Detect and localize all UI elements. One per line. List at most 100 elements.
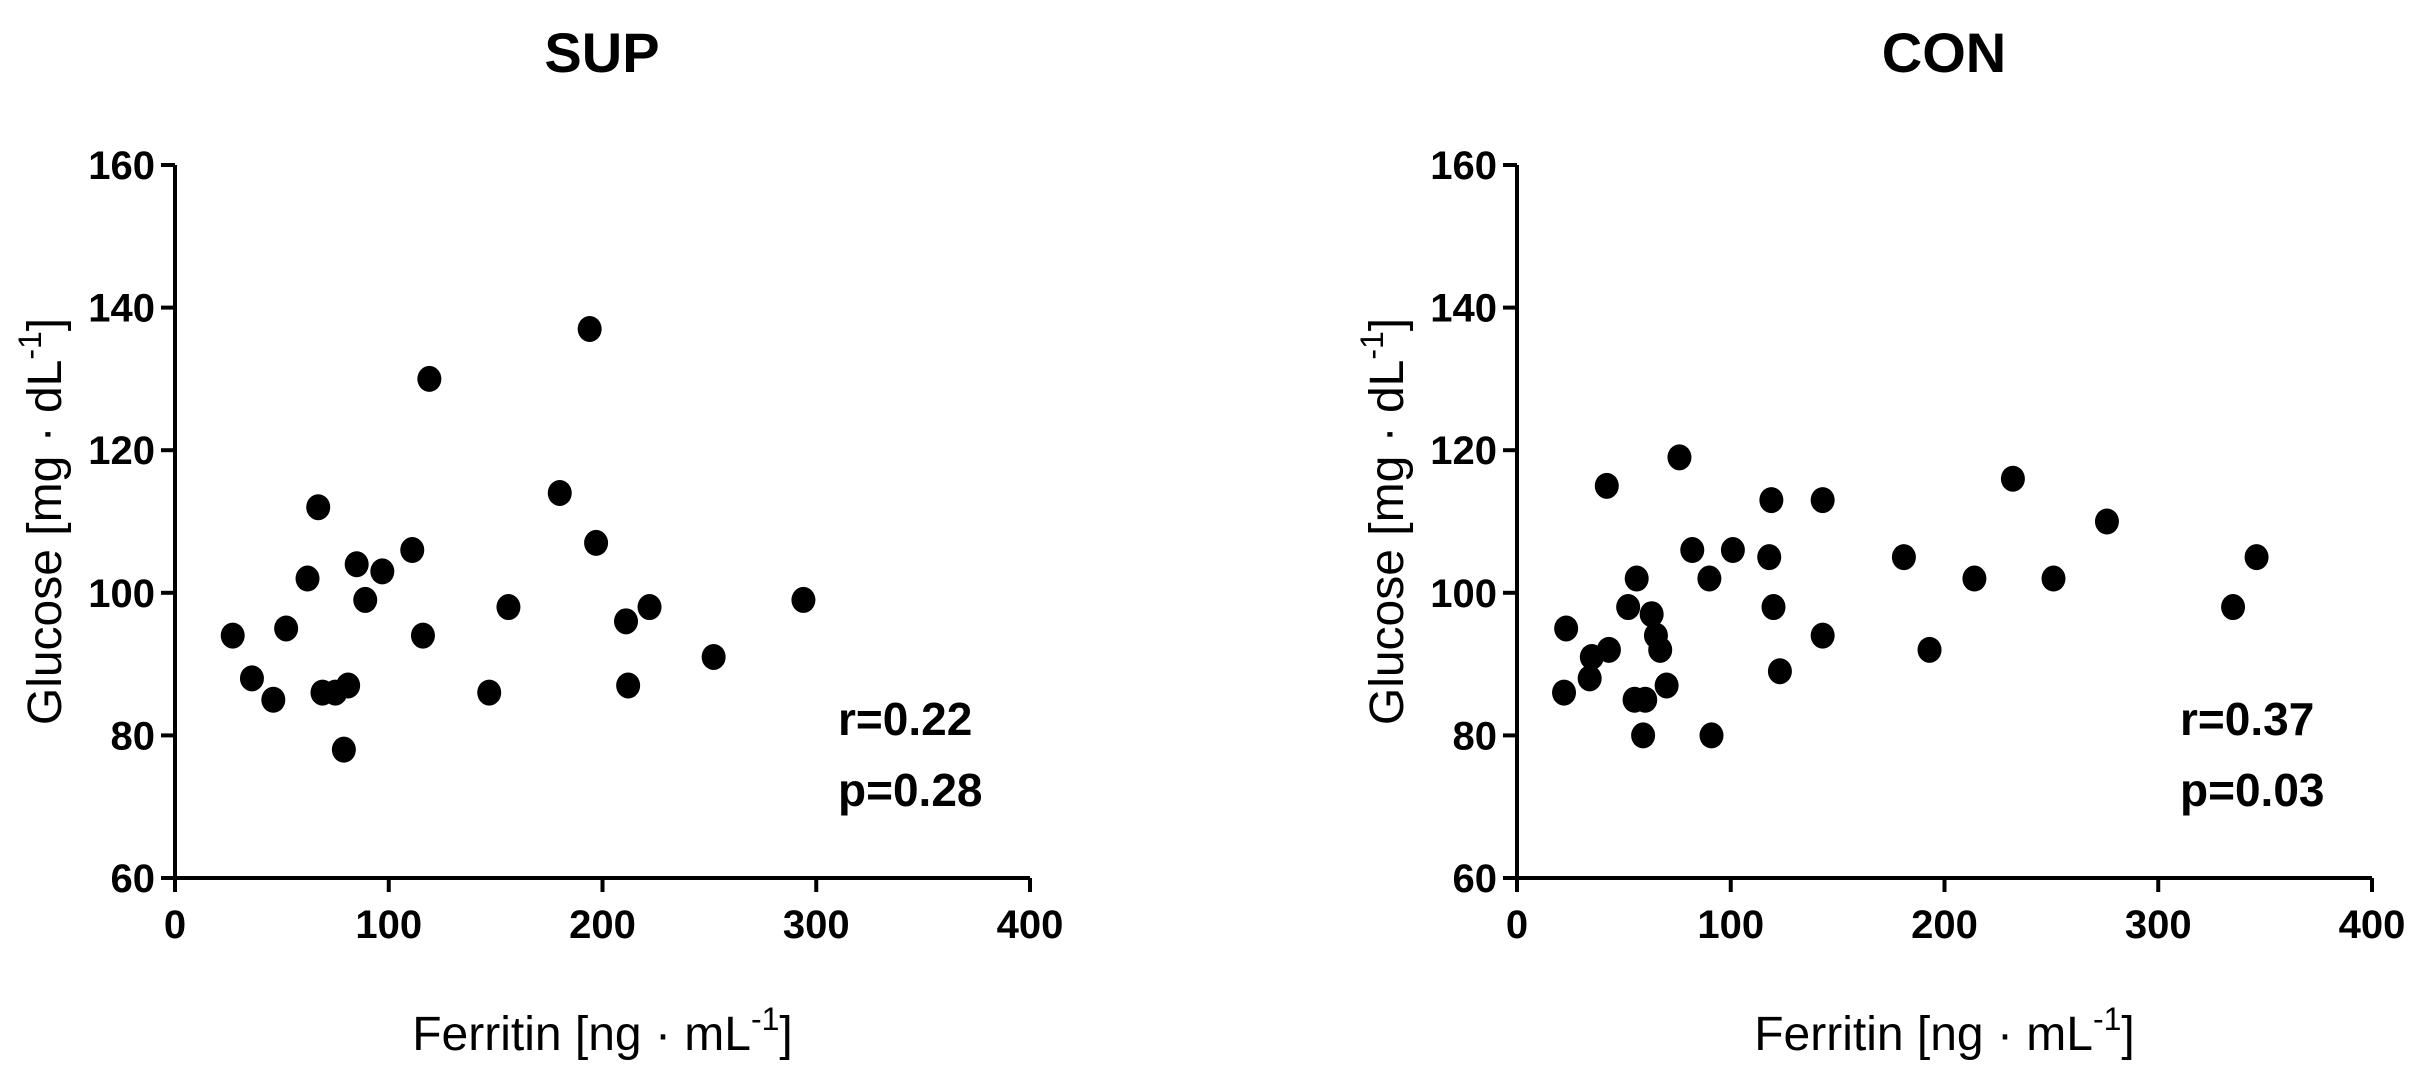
data-point <box>2244 544 2269 571</box>
data-point <box>331 736 356 763</box>
y-axis-label-end: ] <box>1361 318 1414 331</box>
data-point <box>274 615 299 642</box>
stat-p: p=0.03 <box>2180 764 2325 816</box>
data-point <box>1616 594 1641 621</box>
x-tick-label: 200 <box>1911 903 1978 947</box>
data-point <box>1810 487 1835 514</box>
data-point <box>616 672 641 699</box>
y-tick-label: 120 <box>88 429 155 473</box>
x-axis-label-end: ] <box>2121 1008 2134 1061</box>
data-point <box>417 365 442 392</box>
y-tick-label: 80 <box>1453 714 1498 758</box>
data-point <box>410 622 435 649</box>
data-point <box>336 672 361 699</box>
data-point <box>477 679 502 706</box>
data-point <box>791 586 816 613</box>
panel-con: CON 60 80 100 120 140 160 0 100 200 300 400 Ferritin… <box>1354 21 2405 1061</box>
x-tick-label: 100 <box>1697 903 1764 947</box>
y-axis-label: Glucose [mg · dL-1] <box>12 318 72 725</box>
stat-r: r=0.37 <box>2180 693 2314 745</box>
data-point <box>1577 665 1602 692</box>
data-point <box>1891 544 1916 571</box>
data-point <box>400 537 425 564</box>
y-axis-label-sup: -1 <box>12 331 48 359</box>
y-axis-label: Glucose [mg · dL-1] <box>1354 318 1414 725</box>
data-point <box>637 594 662 621</box>
data-point <box>1667 444 1692 471</box>
data-point <box>239 665 264 692</box>
panel-sup: SUP 60 80 100 120 140 160 0 100 200 300 400 Ferritin… <box>12 21 1063 1061</box>
data-point <box>584 529 609 556</box>
data-point <box>614 608 639 635</box>
x-tick-label: 400 <box>997 903 1064 947</box>
data-point <box>2094 508 2119 535</box>
y-tick-label: 100 <box>1430 572 1497 616</box>
data-point <box>344 551 369 578</box>
y-axis-label-end: ] <box>19 318 72 331</box>
data-point <box>1633 686 1658 713</box>
data-point <box>2041 565 2066 592</box>
data-point <box>1767 658 1792 685</box>
data-point <box>496 594 521 621</box>
x-axis-label: Ferritin [ng · mL-1] <box>1754 1001 2135 1061</box>
x-axis-label-sup: -1 <box>751 1001 779 1037</box>
y-axis-label-main: Glucose [mg · dL <box>1361 360 1414 725</box>
y-tick-label: 60 <box>111 857 156 901</box>
chart-title: SUP <box>544 21 659 84</box>
x-tick-label: 100 <box>355 903 422 947</box>
data-point <box>1917 636 1942 663</box>
data-point <box>1720 537 1745 564</box>
x-tick-label: 300 <box>2125 903 2192 947</box>
stat-p: p=0.28 <box>838 764 983 816</box>
y-tick-label: 160 <box>1430 144 1497 188</box>
data-point <box>220 622 245 649</box>
y-axis-label-sup: -1 <box>1354 331 1390 359</box>
data-point <box>261 686 286 713</box>
y-tick-label: 160 <box>88 144 155 188</box>
data-point <box>1596 636 1621 663</box>
data-point <box>547 479 572 506</box>
chart-title: CON <box>1882 21 2006 84</box>
data-point <box>577 315 602 342</box>
x-tick-label: 0 <box>164 903 186 947</box>
stat-r: r=0.22 <box>838 693 972 745</box>
x-axis-label-main: Ferritin [ng · mL <box>1754 1008 2093 1061</box>
data-point <box>1810 622 1835 649</box>
data-point <box>1697 565 1722 592</box>
data-point <box>1654 672 1679 699</box>
x-tick-label: 400 <box>2339 903 2406 947</box>
data-point <box>1594 472 1619 499</box>
y-tick-label: 60 <box>1453 857 1498 901</box>
data-point <box>306 494 331 521</box>
data-point <box>2000 465 2025 492</box>
data-point <box>1759 487 1784 514</box>
data-point <box>1624 565 1649 592</box>
y-tick-label: 140 <box>88 287 155 331</box>
x-axis-label-end: ] <box>779 1008 792 1061</box>
data-point <box>370 558 395 585</box>
data-point <box>1648 636 1673 663</box>
data-point <box>1680 537 1705 564</box>
x-tick-label: 0 <box>1506 903 1528 947</box>
data-point <box>1699 722 1724 749</box>
y-tick-label: 80 <box>111 714 156 758</box>
data-point <box>1552 679 1577 706</box>
x-tick-label: 300 <box>783 903 850 947</box>
data-point <box>1639 601 1664 628</box>
x-axis-label: Ferritin [ng · mL-1] <box>412 1001 793 1061</box>
y-axis-label-main: Glucose [mg · dL <box>19 360 72 725</box>
data-point <box>1631 722 1656 749</box>
data-point <box>1554 615 1579 642</box>
data-point <box>1761 594 1786 621</box>
data-point <box>295 565 320 592</box>
data-point <box>353 586 378 613</box>
data-point <box>2221 594 2246 621</box>
y-tick-label: 100 <box>88 572 155 616</box>
y-tick-label: 120 <box>1430 429 1497 473</box>
data-point <box>1757 544 1782 571</box>
y-tick-label: 140 <box>1430 287 1497 331</box>
x-axis-label-sup: -1 <box>2093 1001 2121 1037</box>
x-axis-label-main: Ferritin [ng · mL <box>412 1008 751 1061</box>
x-tick-label: 200 <box>569 903 636 947</box>
